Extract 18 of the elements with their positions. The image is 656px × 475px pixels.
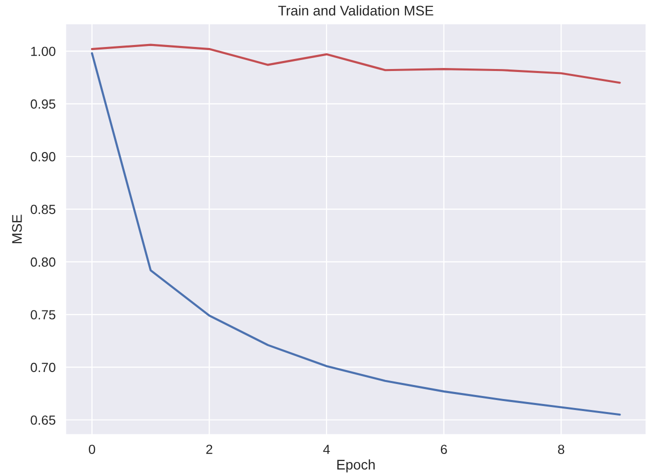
y-tick-label: 0.85	[30, 204, 56, 214]
x-tick-label: 2	[206, 444, 212, 454]
x-tick-label: 4	[323, 444, 330, 454]
x-axis-title: Epoch	[337, 459, 375, 472]
line-series	[90, 44, 621, 84]
y-tick-label: 0.65	[30, 415, 56, 425]
y-tick-label: 0.95	[30, 99, 56, 109]
y-tick-label: 0.90	[30, 152, 56, 162]
x-tick-label: 8	[558, 444, 564, 454]
y-axis-title: MSE	[12, 214, 22, 244]
x-tick-label: 6	[440, 444, 447, 454]
y-tick-label: 0.70	[30, 362, 56, 372]
x-tick-label: 0	[88, 444, 96, 454]
y-tick-label: 0.75	[30, 310, 56, 320]
y-tick-label: 0.80	[30, 257, 56, 267]
chart-title: Train and Validation MSE	[278, 5, 434, 16]
line-series	[90, 52, 621, 416]
y-tick-label: 1.00	[31, 46, 56, 56]
